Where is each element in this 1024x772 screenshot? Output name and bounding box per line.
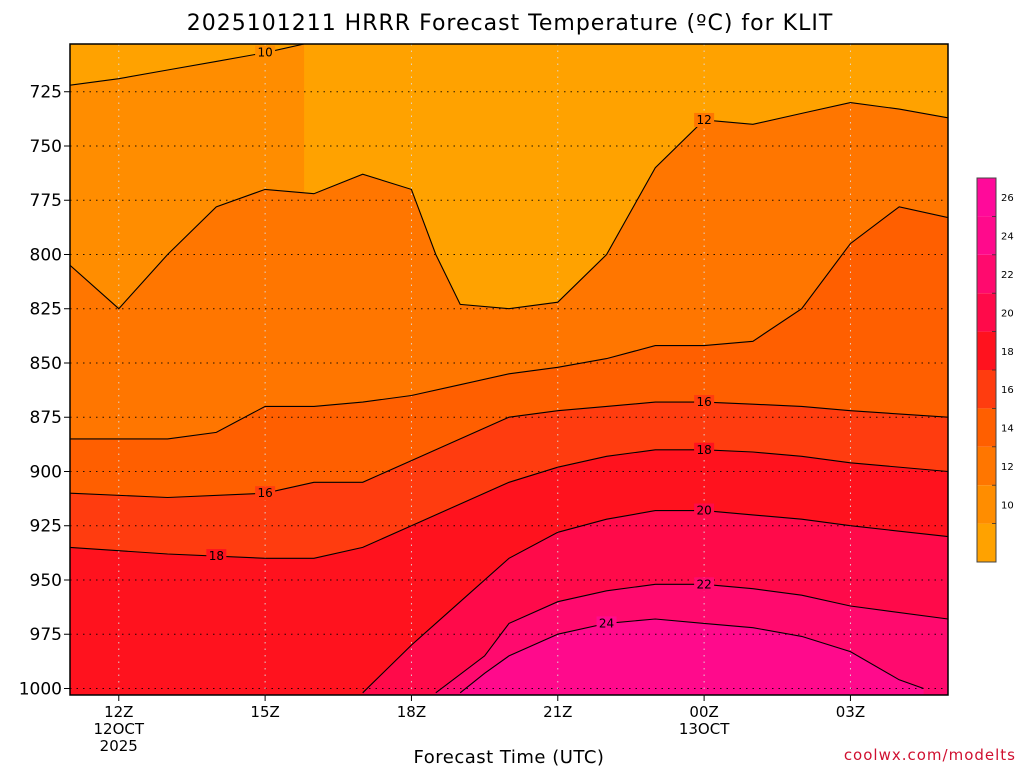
contour-label: 22 — [696, 577, 711, 591]
y-tick-label: 925 — [30, 517, 62, 537]
x-tick-label: 13OCT — [679, 720, 730, 738]
contour-line-20 — [362, 510, 948, 694]
colorbar-swatch — [977, 370, 996, 409]
chart-title: 2025101211 HRRR Forecast Temperature (ºC… — [187, 11, 834, 36]
colorbar-label: 26 — [1001, 193, 1014, 204]
contour-line-22 — [435, 583, 948, 694]
y-tick-label: 825 — [30, 300, 62, 320]
colorbar-label: 12 — [1001, 462, 1014, 473]
contour-label: 16 — [696, 395, 711, 409]
colorbar: 10 12 14 16 18 20 22 24 26 — [976, 177, 1014, 563]
contour-line-14 — [70, 206, 948, 440]
contour-label-bg — [206, 549, 227, 564]
colorbar-label: 10 — [1001, 500, 1014, 511]
x-axis-label: Forecast Time (UTC) — [414, 747, 605, 768]
x-tick-label: 03Z — [836, 703, 865, 721]
colorbar-swatch — [977, 216, 996, 255]
colorbar-label: 18 — [1001, 347, 1014, 358]
contour-line-24 — [459, 618, 924, 694]
contour-line-12 — [70, 102, 948, 310]
y-axis: 725 750 775 800 825 850 875 900 925 950 975 1000 — [19, 83, 70, 699]
region-above-24 — [460, 619, 924, 695]
contour-label-bg — [694, 112, 715, 127]
colorbar-label: 16 — [1001, 385, 1014, 396]
colorbar-swatch — [977, 254, 996, 294]
contour-label-bg — [694, 577, 715, 592]
y-tick-label: 875 — [30, 408, 62, 428]
colorbar-swatch — [977, 331, 996, 370]
contour-label: 24 — [599, 616, 614, 630]
contour-label-bg — [694, 442, 715, 457]
colorbar-swatch — [977, 293, 996, 332]
colorbar-swatch — [977, 485, 996, 524]
y-tick-label: 750 — [30, 137, 62, 157]
grid — [70, 44, 948, 695]
colorbar-swatch — [977, 178, 996, 217]
contour-label: 20 — [696, 504, 711, 518]
contour-label-bg — [255, 45, 276, 60]
colorbar-label: 22 — [1001, 270, 1014, 281]
y-tick-label: 1000 — [19, 679, 62, 699]
contour-label: 12 — [696, 113, 711, 127]
x-tick-label: 12Z — [104, 703, 133, 721]
credit-text[interactable]: coolwx.com/modelts — [844, 746, 1016, 764]
x-tick-label: 18Z — [397, 703, 426, 721]
contour-label: 18 — [209, 549, 224, 563]
colorbar-label: 20 — [1001, 308, 1014, 319]
y-tick-label: 975 — [30, 625, 62, 645]
contour-label: 18 — [696, 443, 711, 457]
contour-label-bg — [694, 503, 715, 518]
contour-label-bg — [694, 395, 715, 410]
colorbar-swatch — [977, 408, 996, 447]
contour-line-16 — [70, 401, 948, 499]
contour-line-18 — [70, 449, 948, 559]
x-tick-label: 2025 — [100, 737, 138, 755]
contour-label-bg — [596, 616, 617, 631]
colorbar-swatch — [977, 523, 996, 562]
y-tick-label: 725 — [30, 83, 62, 103]
y-tick-label: 900 — [30, 462, 62, 482]
colorbar-label: 24 — [1001, 232, 1014, 243]
x-tick-label: 15Z — [250, 703, 279, 721]
contour-lines: 10 12 16 16 18 18 20 22 24 — [70, 44, 948, 694]
contour-label-bg — [255, 486, 276, 501]
y-tick-label: 775 — [30, 191, 62, 211]
x-tick-label: 12OCT — [94, 720, 145, 738]
plot-frame — [69, 43, 949, 696]
contour-label: 10 — [257, 46, 272, 60]
colorbar-swatch — [977, 446, 996, 486]
y-tick-label: 950 — [30, 571, 62, 591]
x-tick-label: 00Z — [689, 703, 718, 721]
x-tick-label: 21Z — [543, 703, 572, 721]
plot-area — [70, 44, 948, 695]
y-tick-label: 800 — [30, 245, 62, 265]
contour-label: 16 — [257, 486, 272, 500]
colorbar-label: 14 — [1001, 424, 1014, 435]
y-tick-label: 850 — [30, 354, 62, 374]
